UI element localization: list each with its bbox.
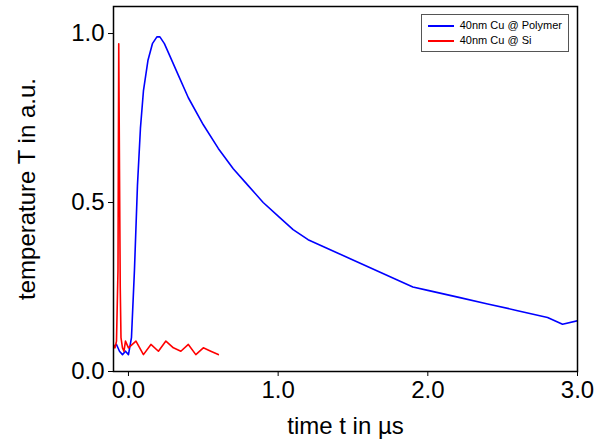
html-text:40nm Cu @ Polymer: 40nm Cu @ Polymer [459,19,562,31]
svg-text:0.5: 0.5 [71,188,104,215]
html-text:40nm Cu @ Si: 40nm Cu @ Si [459,34,532,46]
svg-text:temperature T in a.u.: temperature T in a.u. [13,78,40,300]
svg-text:1.0: 1.0 [71,19,104,46]
svg-text:1.0: 1.0 [261,376,294,403]
svg-text:time t in µs: time t in µs [287,412,404,439]
svg-text:0.0: 0.0 [71,357,104,384]
svg-text:3.0: 3.0 [561,376,594,403]
svg-text:2.0: 2.0 [411,376,444,403]
svg-text:0.0: 0.0 [112,376,145,403]
